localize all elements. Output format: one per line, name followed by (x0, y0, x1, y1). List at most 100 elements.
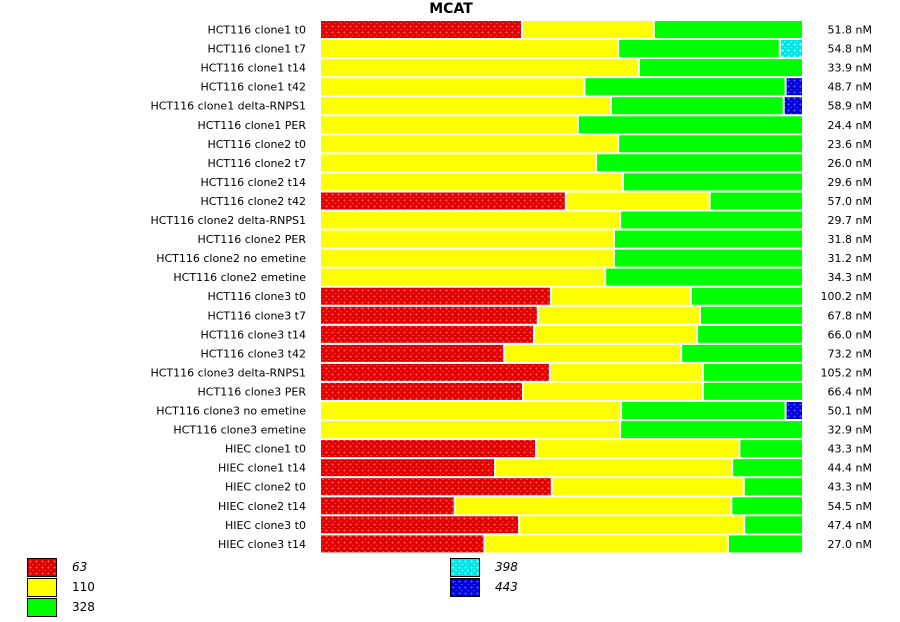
bar-segment-328 (597, 154, 802, 172)
bar-segment-110 (321, 173, 622, 191)
bar-segment-110 (550, 363, 702, 381)
total-label: 47.4 nM (828, 519, 872, 532)
row-label: HIEC clone2 t0 (225, 481, 306, 494)
bar-segment-328 (654, 21, 802, 38)
bar-segment-328 (703, 363, 802, 381)
total-label: 66.0 nM (828, 328, 872, 341)
bar-row: HCT116 clone3 PER 66.4 nM (198, 382, 872, 400)
bar-segment-110 (455, 497, 731, 515)
bar-segment-110 (524, 382, 702, 400)
bar-segment-63 (321, 459, 495, 477)
bar-segment-328 (698, 325, 802, 343)
total-label: 43.3 nM (828, 443, 872, 456)
total-label: 26.0 nM (828, 157, 872, 170)
bar-segment-110 (321, 249, 613, 267)
legend-label-443: 443 (495, 580, 518, 594)
bar-row: HIEC clone3 t0 47.4 nM (225, 516, 872, 534)
bar-row: HCT116 clone1 t14 33.9 nM (200, 59, 872, 77)
bar-segment-63 (321, 363, 549, 381)
bar-segment-110 (321, 211, 620, 229)
bar-segment-328 (691, 287, 802, 305)
total-label: 31.8 nM (828, 233, 872, 246)
bar-segment-110 (566, 192, 709, 210)
bar-segment-110 (505, 344, 681, 362)
bar-segment-63 (321, 440, 535, 458)
row-label: HCT116 clone1 t0 (207, 24, 306, 37)
row-label: HIEC clone1 t0 (225, 443, 306, 456)
total-label: 34.3 nM (828, 271, 872, 284)
bar-segment-63 (321, 325, 533, 343)
row-label: HCT116 clone3 t7 (207, 309, 306, 322)
total-label: 67.8 nM (828, 309, 872, 322)
row-label: HCT116 clone2 t7 (207, 157, 306, 170)
legend-swatch-398 (450, 558, 480, 577)
legend-swatch-110 (27, 578, 57, 597)
bar-row: HCT116 clone2 t42 57.0 nM (200, 192, 872, 210)
bar-segment-328 (621, 421, 802, 439)
bar-segment-328 (701, 306, 802, 324)
bar-segment-110 (321, 268, 605, 286)
bar-segment-110 (535, 325, 697, 343)
bar-segment-110 (523, 21, 653, 38)
legend-label-110: 110 (72, 580, 95, 594)
bar-segment-110 (538, 306, 699, 324)
bar-segment-63 (321, 382, 522, 400)
bar-row: HIEC clone2 t0 43.3 nM (225, 478, 872, 496)
row-label: HCT116 clone1 PER (198, 119, 307, 132)
total-label: 29.7 nM (828, 214, 872, 227)
row-label: HCT116 clone1 t7 (207, 43, 306, 56)
bar-row: HCT116 clone2 no emetine 31.2 nM (156, 249, 872, 267)
bar-row: HCT116 clone2 PER 31.8 nM (198, 230, 872, 248)
row-label: HIEC clone3 t0 (225, 519, 306, 532)
total-label: 105.2 nM (821, 366, 872, 379)
bar-segment-328 (585, 78, 785, 96)
bar-segment-63 (321, 306, 537, 324)
total-label: 43.3 nM (828, 481, 872, 494)
bar-segment-328 (732, 497, 802, 515)
bar-segment-328 (744, 478, 802, 496)
bar-row: HIEC clone1 t0 43.3 nM (225, 440, 872, 458)
bar-row: HCT116 clone3 t14 66.0 nM (200, 325, 872, 343)
bar-segment-63 (321, 287, 550, 305)
bar-segment-110 (321, 59, 638, 77)
row-label: HCT116 clone1 delta-RNPS1 (150, 100, 306, 113)
bar-row: HCT116 clone1 t7 54.8 nM (207, 40, 872, 57)
bar-segment-110 (321, 78, 584, 96)
total-label: 32.9 nM (828, 424, 872, 437)
bar-segment-328 (614, 230, 802, 248)
total-label: 31.2 nM (828, 252, 872, 265)
bar-row: HCT116 clone2 t7 26.0 nM (207, 154, 872, 172)
bar-segment-328 (622, 402, 785, 419)
total-label: 54.5 nM (828, 500, 872, 513)
total-label: 50.1 nM (828, 405, 872, 418)
total-label: 57.0 nM (828, 195, 872, 208)
bar-segment-328 (682, 344, 802, 362)
row-label: HCT116 clone3 no emetine (156, 405, 306, 418)
legend-swatch-443 (450, 578, 480, 597)
row-label: HCT116 clone2 emetine (173, 271, 306, 284)
total-label: 29.6 nM (828, 176, 872, 189)
row-label: HCT116 clone1 t42 (200, 81, 306, 94)
bar-segment-63 (321, 21, 521, 38)
row-label: HCT116 clone3 t14 (200, 328, 306, 341)
bar-segment-110 (321, 40, 618, 57)
chart-title: MCAT (429, 1, 473, 17)
total-label: 44.4 nM (828, 462, 872, 475)
bar-segment-110 (485, 535, 727, 553)
bar-segment-110 (321, 154, 596, 172)
legend-label-398: 398 (495, 560, 518, 574)
bar-segment-63 (321, 497, 454, 515)
bar-segment-443 (786, 78, 802, 96)
total-label: 51.8 nM (828, 24, 872, 37)
bar-row: HCT116 clone1 t0 51.8 nM (207, 21, 872, 38)
legend-label-63: 63 (72, 560, 88, 574)
bar-row: HCT116 clone1 t42 48.7 nM (200, 78, 872, 96)
bar-row: HCT116 clone3 emetine 32.9 nM (173, 421, 872, 439)
bar-segment-328 (621, 211, 802, 229)
row-label: HCT116 clone2 delta-RNPS1 (150, 214, 306, 227)
bar-segment-328 (578, 116, 802, 134)
row-label: HIEC clone1 t14 (218, 462, 306, 475)
bar-row: HCT116 clone3 no emetine 50.1 nM (156, 402, 872, 419)
row-label: HCT116 clone3 PER (198, 385, 307, 398)
